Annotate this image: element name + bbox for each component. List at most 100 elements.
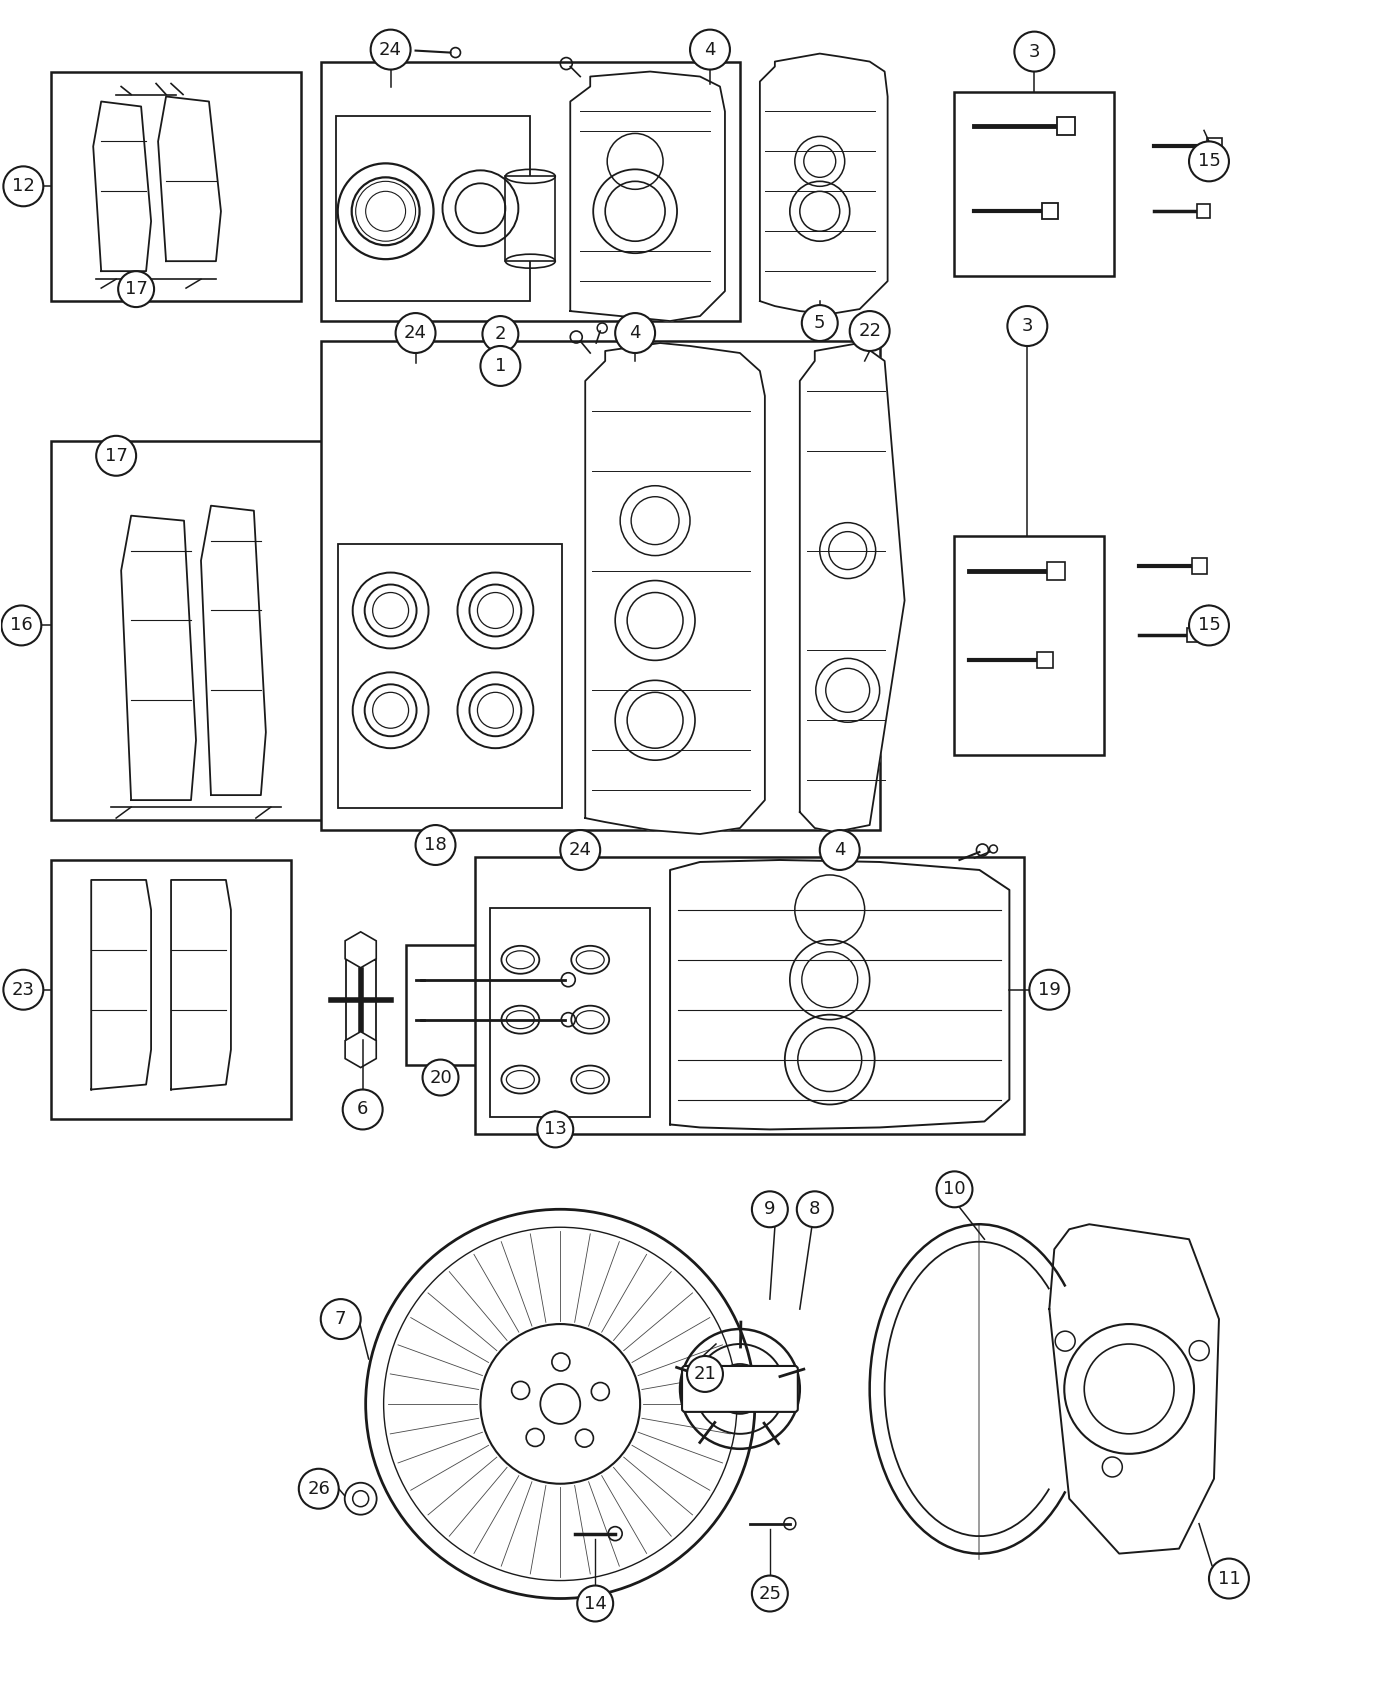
Text: 9: 9 xyxy=(764,1200,776,1219)
Circle shape xyxy=(416,824,455,865)
Circle shape xyxy=(371,29,410,70)
Text: 24: 24 xyxy=(568,842,592,858)
Circle shape xyxy=(1015,32,1054,71)
Bar xyxy=(1037,653,1053,668)
Text: 21: 21 xyxy=(693,1365,717,1384)
Polygon shape xyxy=(122,515,196,801)
Circle shape xyxy=(850,311,889,350)
Text: 15: 15 xyxy=(1197,153,1221,170)
Circle shape xyxy=(937,1171,973,1207)
Polygon shape xyxy=(94,102,151,272)
Polygon shape xyxy=(171,881,231,1090)
Polygon shape xyxy=(570,71,725,321)
Text: 23: 23 xyxy=(11,981,35,998)
Text: 12: 12 xyxy=(13,177,35,196)
Text: 24: 24 xyxy=(405,325,427,342)
Polygon shape xyxy=(760,54,888,314)
Text: 5: 5 xyxy=(813,314,826,332)
Text: 3: 3 xyxy=(1029,42,1040,61)
Circle shape xyxy=(1029,969,1070,1010)
Polygon shape xyxy=(158,97,221,262)
Circle shape xyxy=(1008,306,1047,347)
Text: 19: 19 xyxy=(1037,981,1061,998)
Text: 24: 24 xyxy=(379,41,402,58)
Text: 1: 1 xyxy=(494,357,505,376)
Bar xyxy=(955,92,1114,275)
Bar xyxy=(336,117,531,301)
Bar xyxy=(321,342,879,830)
Text: 4: 4 xyxy=(630,325,641,342)
Polygon shape xyxy=(585,343,764,835)
Text: 6: 6 xyxy=(357,1100,368,1119)
Circle shape xyxy=(752,1576,788,1612)
Circle shape xyxy=(690,29,729,70)
Circle shape xyxy=(1,605,42,646)
Circle shape xyxy=(118,272,154,308)
Text: 17: 17 xyxy=(105,447,127,464)
Polygon shape xyxy=(202,505,266,796)
Text: 8: 8 xyxy=(809,1200,820,1219)
Text: 3: 3 xyxy=(1022,316,1033,335)
Circle shape xyxy=(97,435,136,476)
Bar xyxy=(1197,204,1210,218)
Circle shape xyxy=(1189,605,1229,646)
Polygon shape xyxy=(91,881,151,1090)
Bar xyxy=(1057,117,1075,136)
Bar xyxy=(346,960,375,1040)
Text: 4: 4 xyxy=(834,842,846,858)
Text: 20: 20 xyxy=(430,1069,452,1086)
Circle shape xyxy=(820,830,860,870)
Circle shape xyxy=(480,347,521,386)
Circle shape xyxy=(687,1357,722,1392)
Bar xyxy=(955,536,1105,755)
Circle shape xyxy=(1210,1559,1249,1598)
Text: 26: 26 xyxy=(308,1479,330,1498)
Polygon shape xyxy=(799,343,904,831)
Circle shape xyxy=(423,1059,458,1095)
Circle shape xyxy=(298,1469,339,1508)
Circle shape xyxy=(1189,141,1229,182)
Bar xyxy=(52,860,291,1120)
Bar xyxy=(321,61,741,321)
Bar xyxy=(1191,558,1207,573)
Bar xyxy=(490,908,650,1117)
Text: 18: 18 xyxy=(424,836,447,853)
FancyBboxPatch shape xyxy=(682,1367,798,1413)
Bar xyxy=(1187,629,1200,643)
Text: 15: 15 xyxy=(1197,617,1221,634)
Text: 13: 13 xyxy=(543,1120,567,1139)
Text: 2: 2 xyxy=(494,325,507,343)
Circle shape xyxy=(483,316,518,352)
Text: 14: 14 xyxy=(584,1595,606,1613)
Text: 7: 7 xyxy=(335,1311,346,1328)
Circle shape xyxy=(396,313,435,354)
Bar xyxy=(52,71,301,301)
Text: 11: 11 xyxy=(1218,1569,1240,1588)
Bar xyxy=(1043,204,1058,219)
Text: 16: 16 xyxy=(10,617,32,634)
Circle shape xyxy=(3,969,43,1010)
Circle shape xyxy=(802,304,837,342)
Text: 22: 22 xyxy=(858,321,881,340)
Circle shape xyxy=(538,1112,573,1148)
Bar xyxy=(1207,138,1222,155)
Bar xyxy=(476,857,1025,1134)
Circle shape xyxy=(560,830,601,870)
Circle shape xyxy=(797,1192,833,1227)
Bar xyxy=(337,544,563,808)
Polygon shape xyxy=(1050,1224,1219,1554)
Circle shape xyxy=(577,1586,613,1622)
Circle shape xyxy=(321,1299,361,1340)
Bar xyxy=(505,177,556,262)
Circle shape xyxy=(752,1192,788,1227)
Circle shape xyxy=(3,167,43,206)
Text: 10: 10 xyxy=(944,1180,966,1198)
Circle shape xyxy=(615,313,655,354)
Bar xyxy=(52,440,330,819)
Circle shape xyxy=(343,1090,382,1129)
Bar xyxy=(406,945,591,1064)
Bar xyxy=(1047,561,1065,580)
Text: 17: 17 xyxy=(125,280,147,297)
Text: 25: 25 xyxy=(759,1584,781,1603)
Text: 4: 4 xyxy=(704,41,715,58)
